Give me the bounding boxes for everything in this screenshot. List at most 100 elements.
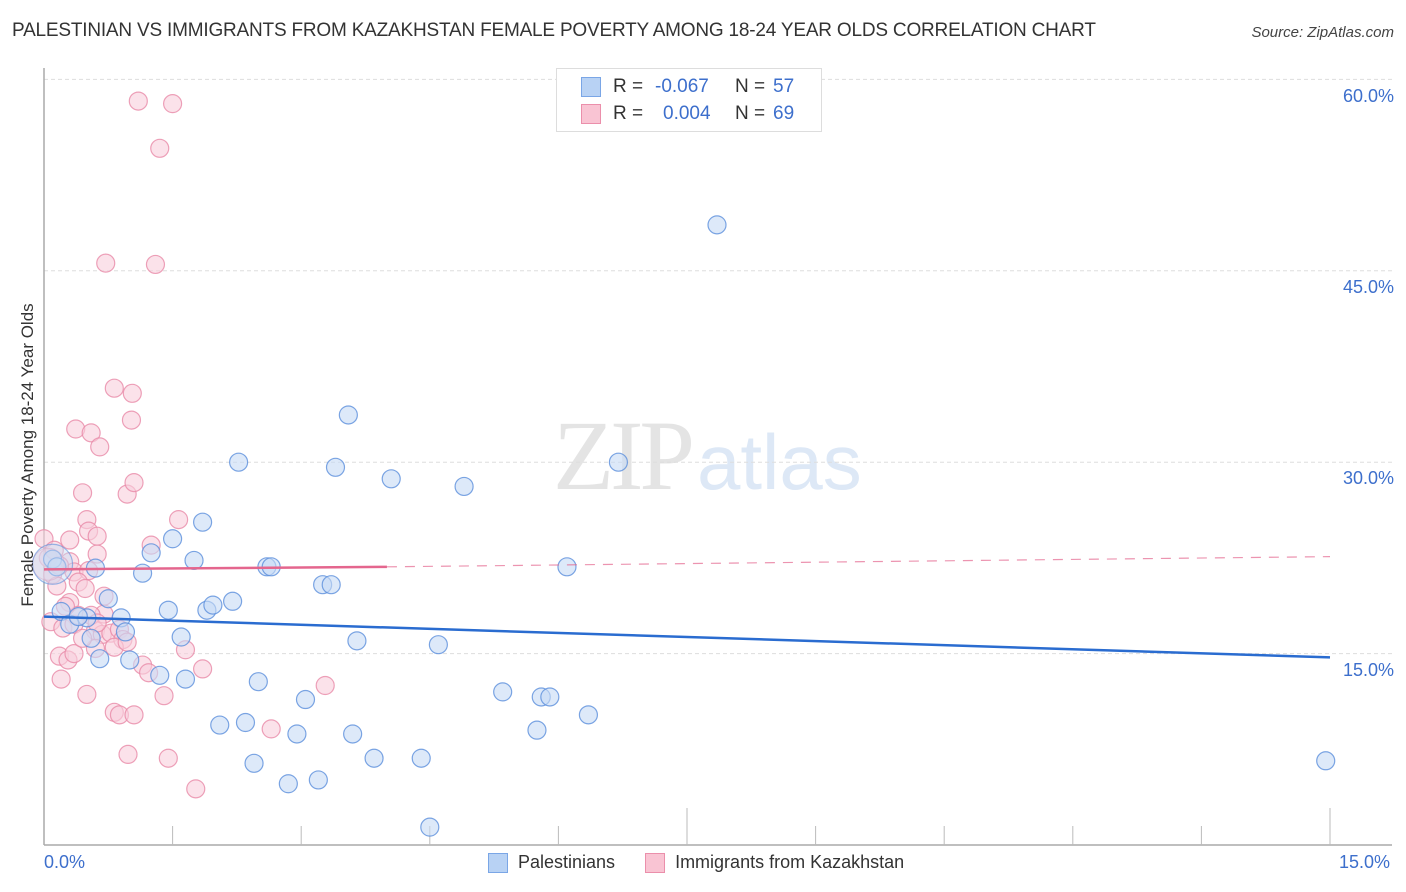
data-point — [540, 687, 560, 707]
n-label: N = — [735, 76, 766, 97]
y-tick-60: 60.0% — [1342, 86, 1394, 106]
data-point — [72, 483, 93, 503]
data-point — [578, 705, 599, 725]
data-point — [381, 469, 401, 489]
trend-lines — [43, 556, 1331, 659]
data-point — [287, 724, 307, 744]
data-point — [145, 254, 166, 275]
data-point — [203, 595, 223, 615]
data-point — [1316, 751, 1336, 771]
data-point — [321, 575, 341, 595]
n-value: 69 — [773, 103, 795, 124]
data-point — [163, 529, 183, 549]
data-point — [150, 665, 170, 685]
legend-label: Immigrants from Kazakhstan — [675, 852, 905, 872]
data-point — [64, 643, 84, 664]
data-point — [124, 705, 144, 725]
data-point — [338, 405, 358, 425]
chart-title: PALESTINIAN VS IMMIGRANTS FROM KAZAKHSTA… — [12, 20, 1096, 41]
legend-swatch-pink — [581, 104, 601, 124]
data-point — [193, 512, 213, 532]
data-point — [96, 253, 116, 273]
data-point — [121, 410, 142, 430]
legend-swatch-pink — [645, 852, 666, 873]
data-point — [308, 770, 328, 790]
legend-row-palestinians: R = -0.067 N = 57 — [581, 75, 794, 99]
data-point — [315, 675, 335, 696]
data-point — [158, 748, 178, 768]
data-point — [261, 719, 281, 739]
legend-label: Palestinians — [518, 852, 616, 872]
data-point — [295, 689, 316, 710]
data-point — [557, 557, 577, 577]
series-immigrants-from-kazakhstan — [31, 91, 335, 799]
data-point — [364, 748, 384, 768]
data-point — [75, 578, 95, 599]
data-point — [104, 378, 124, 398]
data-point — [115, 622, 136, 642]
data-point — [90, 649, 110, 669]
data-point — [420, 817, 440, 837]
y-tick-30: 30.0% — [1342, 468, 1394, 488]
data-point — [124, 473, 144, 493]
data-point — [51, 669, 71, 689]
data-point — [493, 682, 513, 702]
legend-item-kazakhstan[interactable]: Immigrants from Kazakhstan — [645, 852, 904, 873]
data-point — [527, 720, 547, 740]
data-point — [158, 600, 178, 620]
x-tick-15: 15.0% — [1339, 852, 1391, 872]
data-point — [608, 452, 629, 472]
r-label: R = — [613, 76, 644, 97]
data-point — [87, 526, 107, 546]
y-axis-title: Female Poverty Among 18-24 Year Olds — [18, 303, 37, 607]
n-value: 57 — [773, 76, 795, 97]
correlation-legend: R = -0.067 N = 57 R = 0.004 N = 69 — [556, 68, 822, 132]
data-point — [120, 650, 140, 670]
data-point — [411, 748, 431, 768]
r-value: -0.067 — [655, 76, 709, 97]
series-legend: Palestinians Immigrants from Kazakhstan — [488, 852, 934, 873]
data-point — [244, 753, 264, 773]
data-point — [122, 383, 142, 403]
data-point — [150, 138, 170, 158]
data-point — [223, 591, 243, 611]
data-point — [325, 457, 346, 477]
data-point — [428, 635, 448, 655]
data-point — [171, 627, 191, 647]
data-point — [141, 543, 161, 563]
data-point-large — [31, 543, 74, 585]
data-point — [454, 476, 474, 497]
data-point — [229, 452, 249, 472]
data-point — [347, 631, 367, 651]
trend-line-palestinians — [43, 615, 1331, 659]
r-label: R = — [613, 103, 644, 124]
data-point — [47, 557, 67, 577]
data-point — [248, 672, 268, 692]
data-point — [128, 91, 148, 111]
data-point — [81, 628, 101, 648]
legend-item-palestinians[interactable]: Palestinians — [488, 852, 615, 873]
data-point — [235, 712, 256, 733]
series-palestinians — [31, 215, 1336, 837]
y-tick-45: 45.0% — [1342, 277, 1394, 297]
data-point — [343, 724, 363, 744]
data-point — [707, 215, 727, 235]
trend-line-kazakhstan-extended — [386, 556, 1331, 568]
data-point — [118, 744, 138, 765]
data-point — [175, 669, 196, 689]
data-point — [210, 715, 230, 735]
r-value: 0.004 — [663, 103, 711, 124]
legend-swatch-blue — [581, 77, 601, 97]
data-point — [193, 659, 213, 679]
data-point — [186, 779, 206, 799]
source-label: Source: ZipAtlas.com — [1251, 24, 1394, 41]
data-point — [184, 550, 204, 571]
data-point — [60, 530, 80, 550]
legend-swatch-blue — [488, 852, 508, 873]
trend-line-kazakhstan — [43, 565, 387, 571]
data-point — [77, 684, 97, 705]
y-tick-15: 15.0% — [1342, 660, 1394, 680]
data-point — [132, 563, 153, 583]
n-label: N = — [735, 103, 766, 124]
